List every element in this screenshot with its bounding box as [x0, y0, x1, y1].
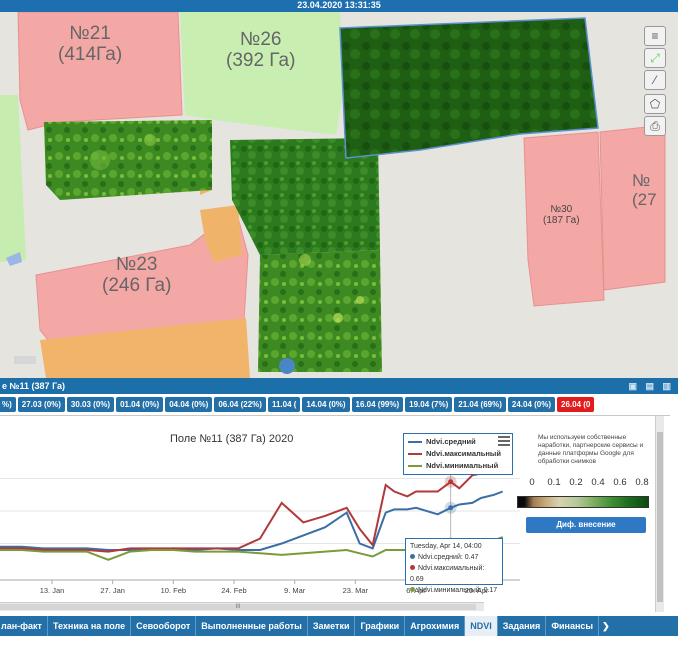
ndvi-side-panel: Мы используем собственные наработки, пар…	[517, 434, 654, 533]
x-tick-label: 10. Feb	[161, 586, 186, 595]
tab-item[interactable]: Задания	[498, 616, 547, 636]
ndvi-field-lower[interactable]	[258, 250, 382, 372]
date-pill[interactable]: 19.04 (7%)	[405, 397, 453, 412]
date-pill[interactable]: 06.04 (22%)	[214, 397, 266, 412]
tooltip-row: Ndvi.минимальный: 0.17	[410, 585, 498, 596]
x-tick-label: 23. Mar	[343, 586, 369, 595]
map-canvas[interactable]	[0, 0, 678, 378]
chart-menu-icon[interactable]	[498, 436, 510, 446]
tab-item[interactable]: Техника на поле	[48, 616, 132, 636]
chart-tooltip: Tuesday, Apr 14, 04:00 Ndvi.средний: 0.4…	[405, 538, 503, 594]
layers-icon[interactable]: ≡	[644, 26, 666, 46]
dif-application-button[interactable]: Диф. внесение	[526, 517, 646, 533]
date-pill[interactable]: 27.03 (0%)	[17, 397, 65, 412]
ndvi-color-scale	[517, 496, 649, 508]
field-f27[interactable]	[599, 124, 666, 291]
polygon-icon[interactable]: ⬠	[644, 94, 666, 114]
date-pill[interactable]: 16.04 (99%)	[351, 397, 404, 412]
x-tick-label: 20. Apr	[465, 586, 489, 595]
scale-tick: 0	[529, 477, 535, 488]
tab-item[interactable]: Выполненные работы	[196, 616, 308, 636]
date-pill[interactable]: 21.04 (69%)	[454, 397, 506, 412]
x-tick-label: 24. Feb	[221, 586, 246, 595]
ndvi-scale-ticks: 0 0.1 0.2 0.4 0.6 0.8	[521, 477, 651, 488]
tab-item[interactable]: лан-факт	[0, 616, 48, 636]
field-f26[interactable]	[180, 12, 345, 135]
panel-title: е №11 (387 Га)	[2, 381, 66, 391]
side-description: Мы используем собственные наработки, пар…	[538, 434, 644, 465]
field-light-left[interactable]	[0, 95, 26, 262]
scale-tick: 0.8	[635, 477, 649, 488]
panel-header: е №11 (387 Га) ▣ ▤ ▥	[0, 378, 678, 394]
legend-label: Ndvi.максимальный	[426, 449, 501, 458]
map-date-label: 23.04.2020 13:31:35	[0, 0, 678, 12]
hover-point[interactable]	[448, 505, 454, 511]
legend-item[interactable]: Ndvi.средний	[408, 436, 508, 448]
legend-item[interactable]: Ndvi.максимальный	[408, 448, 508, 460]
ruler-icon[interactable]: ⁄	[644, 70, 666, 90]
date-pill[interactable]: 04.04 (0%)	[165, 397, 213, 412]
field-orange[interactable]	[40, 318, 250, 378]
date-pill[interactable]: 26.04 (0	[557, 397, 595, 412]
print-icon[interactable]: ⎙	[644, 116, 666, 136]
ndvi-field-center[interactable]	[230, 138, 380, 255]
tooltip-header: Tuesday, Apr 14, 04:00	[410, 543, 482, 550]
legend-label: Ndvi.минимальный	[426, 461, 499, 470]
date-pill[interactable]: 11.04 (	[267, 397, 301, 412]
legend-swatch	[408, 465, 422, 468]
map-view[interactable]: 23.04.2020 13:31:35 №21 (414Га) №26 (392 Г…	[0, 0, 678, 378]
date-pill[interactable]: 14.04 (0%)	[302, 397, 350, 412]
hover-point[interactable]	[448, 479, 454, 485]
field-label-f27: № (27	[632, 171, 657, 209]
date-pill[interactable]: 24.04 (0%)	[507, 397, 556, 412]
panel-header-icons[interactable]: ▣ ▤ ▥	[628, 381, 674, 391]
scale-tick: 0.1	[547, 477, 561, 488]
scale-tick: 0.4	[591, 477, 605, 488]
tab-item[interactable]: NDVI	[465, 616, 498, 636]
tab-item[interactable]: Севооборот	[131, 616, 197, 636]
date-pill[interactable]: 30.03 (0%)	[66, 397, 115, 412]
tab-item[interactable]: Графики	[355, 616, 406, 636]
bottom-tabs: лан-факт Техника на поле Севооборот Выполне…	[0, 616, 678, 636]
tab-item[interactable]: Финансы	[546, 616, 600, 636]
tab-item[interactable]: Агрохимия	[405, 616, 466, 636]
field-label-f21: №21 (414Га)	[58, 23, 123, 65]
scale-tick: 0.6	[613, 477, 627, 488]
field-label-f23: №23 (246 Га)	[102, 254, 172, 296]
field-label-f30: №30 (187 Га)	[543, 204, 580, 226]
horizontal-scrollbar[interactable]: III	[0, 602, 484, 611]
field-f30[interactable]	[523, 131, 605, 307]
tooltip-row: Ndvi.максимальный: 0.69	[410, 565, 485, 583]
chart-title: Поле №11 (387 Га) 2020	[170, 433, 294, 445]
date-pill[interactable]: %)	[0, 397, 16, 412]
legend-item[interactable]: Ndvi.минимальный	[408, 460, 508, 472]
field-label-f26: №26 (392 Га)	[226, 29, 296, 71]
ndvi-field-left[interactable]	[44, 120, 212, 200]
expand-icon[interactable]: ⤢	[644, 48, 666, 68]
date-pill[interactable]: 01.04 (0%)	[116, 397, 164, 412]
ndvi-field-selected[interactable]	[339, 17, 599, 159]
tooltip-row: Ndvi.средний: 0.47	[410, 552, 498, 563]
x-tick-label: 27. Jan	[100, 586, 125, 595]
vertical-scrollbar[interactable]	[655, 416, 664, 612]
legend-label: Ndvi.средний	[426, 437, 476, 446]
date-strip[interactable]: %) 27.03 (0%) 30.03 (0%) 01.04 (0%) 04.04 (0…	[0, 394, 670, 416]
x-tick-label: 6. Apr	[406, 586, 426, 595]
field-f23[interactable]	[35, 209, 249, 346]
x-tick-label: 9. Mar	[284, 586, 306, 595]
home-icon[interactable]	[279, 358, 295, 374]
legend-swatch	[408, 453, 422, 456]
tab-item[interactable]: Заметки	[308, 616, 356, 636]
tab-item[interactable]: ❯	[602, 621, 610, 631]
legend-swatch	[408, 441, 422, 444]
ndvi-chart-panel: Поле №11 (387 Га) 2020 13. Jan 27. Jan 10.…	[0, 416, 655, 600]
scale-tick: 0.2	[569, 477, 583, 488]
chart-legend: Ndvi.средний Ndvi.максимальный Ndvi.минима…	[403, 433, 513, 475]
x-tick-label: 13. Jan	[40, 586, 65, 595]
